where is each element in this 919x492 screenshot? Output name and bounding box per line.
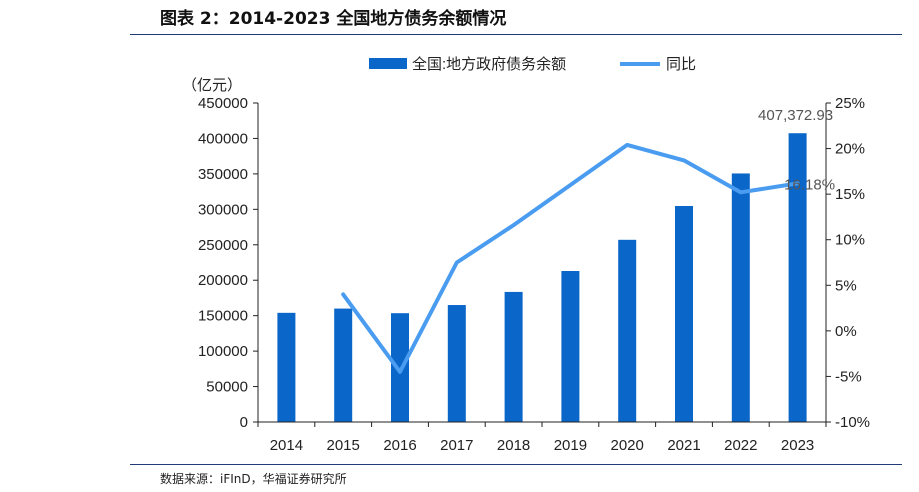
- y-right-tick-label: 15%: [835, 186, 865, 203]
- yoy-point-2020: [626, 144, 628, 146]
- y-left-tick-label: 350000: [198, 166, 248, 183]
- bar-2023: [788, 133, 807, 423]
- legend-line-label: 同比: [666, 56, 696, 73]
- legend: 全国:地方政府债务余额 同比: [369, 55, 696, 73]
- y-left-tick-label: 100000: [198, 343, 248, 360]
- yoy-point-2023: [797, 182, 799, 184]
- y-left-tick-label: 0: [240, 414, 248, 431]
- y-axis-unit-label: （亿元）: [182, 77, 242, 94]
- y-right-tick-label: 10%: [835, 232, 865, 249]
- y-right-tick-label: -10%: [835, 414, 870, 431]
- bar-2019: [561, 271, 580, 422]
- y-left-tick-label: 250000: [198, 237, 248, 254]
- y-right-tick-label: 20%: [835, 141, 865, 158]
- bar-2014: [277, 312, 296, 422]
- x-tick-label: 2021: [667, 437, 700, 454]
- line-series-group: [341, 142, 800, 374]
- yoy-point-2019: [569, 184, 571, 186]
- y-left-tick-label: 150000: [198, 308, 248, 325]
- yoy-point-2017: [456, 262, 458, 263]
- top-rule: [130, 34, 902, 35]
- x-tick-label: 2023: [781, 437, 814, 454]
- source-note: 数据来源：iFInD，华福证券研究所: [160, 472, 347, 486]
- yoy-point-2021: [683, 159, 685, 161]
- x-tick-label: 2015: [327, 437, 360, 454]
- x-tick-label: 2018: [497, 437, 530, 454]
- y-right-tick-label: 25%: [835, 95, 865, 112]
- yoy-value-label-2023: 16.18%: [784, 176, 835, 193]
- y-right-tick-label: 5%: [835, 277, 857, 294]
- x-tick-label: 2017: [440, 437, 473, 454]
- y-right-tick-label: 0%: [835, 323, 857, 340]
- y-left-tick-label: 200000: [198, 272, 248, 289]
- yoy-point-2015: [342, 293, 344, 295]
- y-left-tick-label: 300000: [198, 201, 248, 218]
- x-tick-label: 2019: [554, 437, 587, 454]
- bar-value-label-2023: 407,372.93: [758, 107, 833, 124]
- legend-bar-swatch: [369, 58, 407, 69]
- figure-title: 图表 2：2014-2023 全国地方债务余额情况: [160, 9, 507, 29]
- y-left-tick-label: 50000: [206, 379, 248, 396]
- bar-2018: [504, 291, 523, 422]
- bar-2020: [618, 239, 637, 422]
- x-tick-label: 2016: [383, 437, 416, 454]
- yoy-point-2016: [399, 371, 401, 373]
- legend-bar-label: 全国:地方政府债务余额: [412, 55, 566, 73]
- x-tick-label: 2022: [724, 437, 757, 454]
- yoy-point-2022: [740, 191, 742, 193]
- bar-2021: [675, 206, 693, 422]
- y-right-tick-label: -5%: [835, 368, 862, 385]
- bar-2015: [334, 308, 353, 422]
- annotations-group: 407,372.93 16.18%: [758, 107, 835, 193]
- axes-group: 0 50000 100000 150000 200000 250000 300000 3500…: [198, 95, 870, 454]
- x-tick-label: 2020: [611, 437, 644, 454]
- x-tick-label: 2014: [270, 437, 303, 454]
- y-left-tick-label: 450000: [198, 95, 248, 112]
- bottom-rule: [130, 464, 902, 465]
- bar-2022: [731, 173, 750, 422]
- bars-group: [277, 133, 807, 423]
- bar-2017: [447, 305, 466, 422]
- y-left-tick-label: 400000: [198, 130, 248, 147]
- yoy-point-2018: [513, 224, 515, 226]
